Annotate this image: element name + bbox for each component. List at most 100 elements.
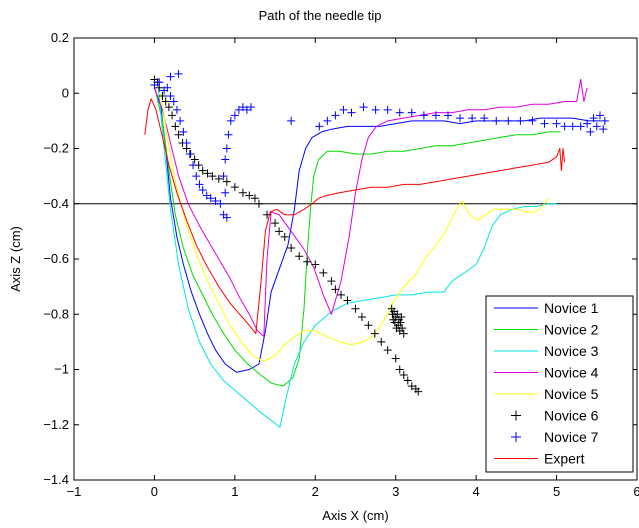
data-point [226,116,235,125]
series-expert [144,98,566,335]
data-point [351,304,360,313]
data-point [185,150,194,159]
data-point [528,116,537,125]
data-point [206,194,215,203]
data-point [414,387,423,396]
data-point [315,122,324,131]
axis-ticks: −1 0 1 2 3 4 5 6 −1.4 −1.2 −1 −0.8 −0.6 −0.4 −0.2 0 0.2 [43,30,639,499]
data-point [198,185,207,194]
data-point [600,116,609,125]
y-tick-label: 0 [62,85,69,100]
data-point [443,111,452,120]
data-point [596,111,605,120]
data-point [339,105,348,114]
series-novice-7 [150,69,609,222]
data-point [383,346,392,355]
data-point [403,376,412,385]
data-point [331,111,340,120]
data-point [192,172,201,181]
data-point [431,111,440,120]
x-tick-label: 1 [231,484,238,499]
series-line [144,98,566,335]
series-layer [144,69,609,428]
data-point [599,125,608,134]
data-point [516,116,525,125]
data-point [190,155,199,164]
data-point [238,103,247,112]
data-point [480,114,489,123]
x-tick-label: 6 [633,484,639,499]
data-point [327,277,336,286]
y-tick-label: −0.2 [43,141,69,156]
data-point [222,144,231,153]
data-point [221,188,230,197]
y-axis-label: Axis Z (cm) [8,226,23,292]
data-point [576,122,585,131]
data-point [323,116,332,125]
legend-label: Novice 6 [544,408,599,424]
y-tick-label: −1 [54,362,69,377]
data-point [242,105,251,114]
data-point [198,166,207,175]
data-point [189,161,198,170]
data-point [195,180,204,189]
legend-label: Novice 4 [544,365,599,381]
x-tick-label: 4 [473,484,480,499]
data-point [221,155,230,164]
data-point [168,111,177,120]
data-point [280,232,289,241]
data-point [208,172,217,181]
data-point [287,116,296,125]
series-novice-5 [160,93,549,362]
data-point [250,194,259,203]
data-point [552,119,561,128]
data-point [254,199,263,208]
data-point [275,227,284,236]
series-line [155,93,561,387]
data-point [393,310,402,319]
data-point [586,127,595,136]
data-point [166,72,175,81]
data-point [592,122,601,131]
data-point [224,130,233,139]
y-tick-label: −1.2 [43,417,69,432]
data-point [172,105,181,114]
data-point [161,97,170,106]
data-point [383,105,392,114]
legend-label: Novice 3 [544,343,599,359]
series-line [160,93,549,362]
data-point [271,219,280,228]
data-point [492,116,501,125]
data-point [158,92,167,101]
data-point [560,122,569,131]
data-point [568,122,577,131]
legend-marker [511,432,521,442]
data-point [399,329,408,338]
data-point [398,324,407,333]
data-point [364,321,373,330]
data-point [419,111,428,120]
data-point [176,116,185,125]
data-point [203,169,212,178]
chart-title: Path of the needle tip [259,8,382,23]
data-point [540,119,549,128]
data-point [202,191,211,200]
data-point [211,196,220,205]
data-point [377,337,386,346]
x-tick-label: 3 [392,484,399,499]
series-novice-4 [153,78,588,337]
legend: Novice 1 Novice 2 Novice 3 Novice 4 Novice 5… [485,295,634,473]
data-point [357,313,366,322]
data-point [456,114,465,123]
data-point [311,260,320,269]
data-point [222,177,231,186]
data-point [222,213,231,222]
data-point [504,116,513,125]
data-point [179,127,188,136]
data-point [234,105,243,114]
data-point [245,191,254,200]
y-tick-label: 0.2 [51,30,69,45]
data-point [166,92,175,101]
data-point [219,172,228,181]
